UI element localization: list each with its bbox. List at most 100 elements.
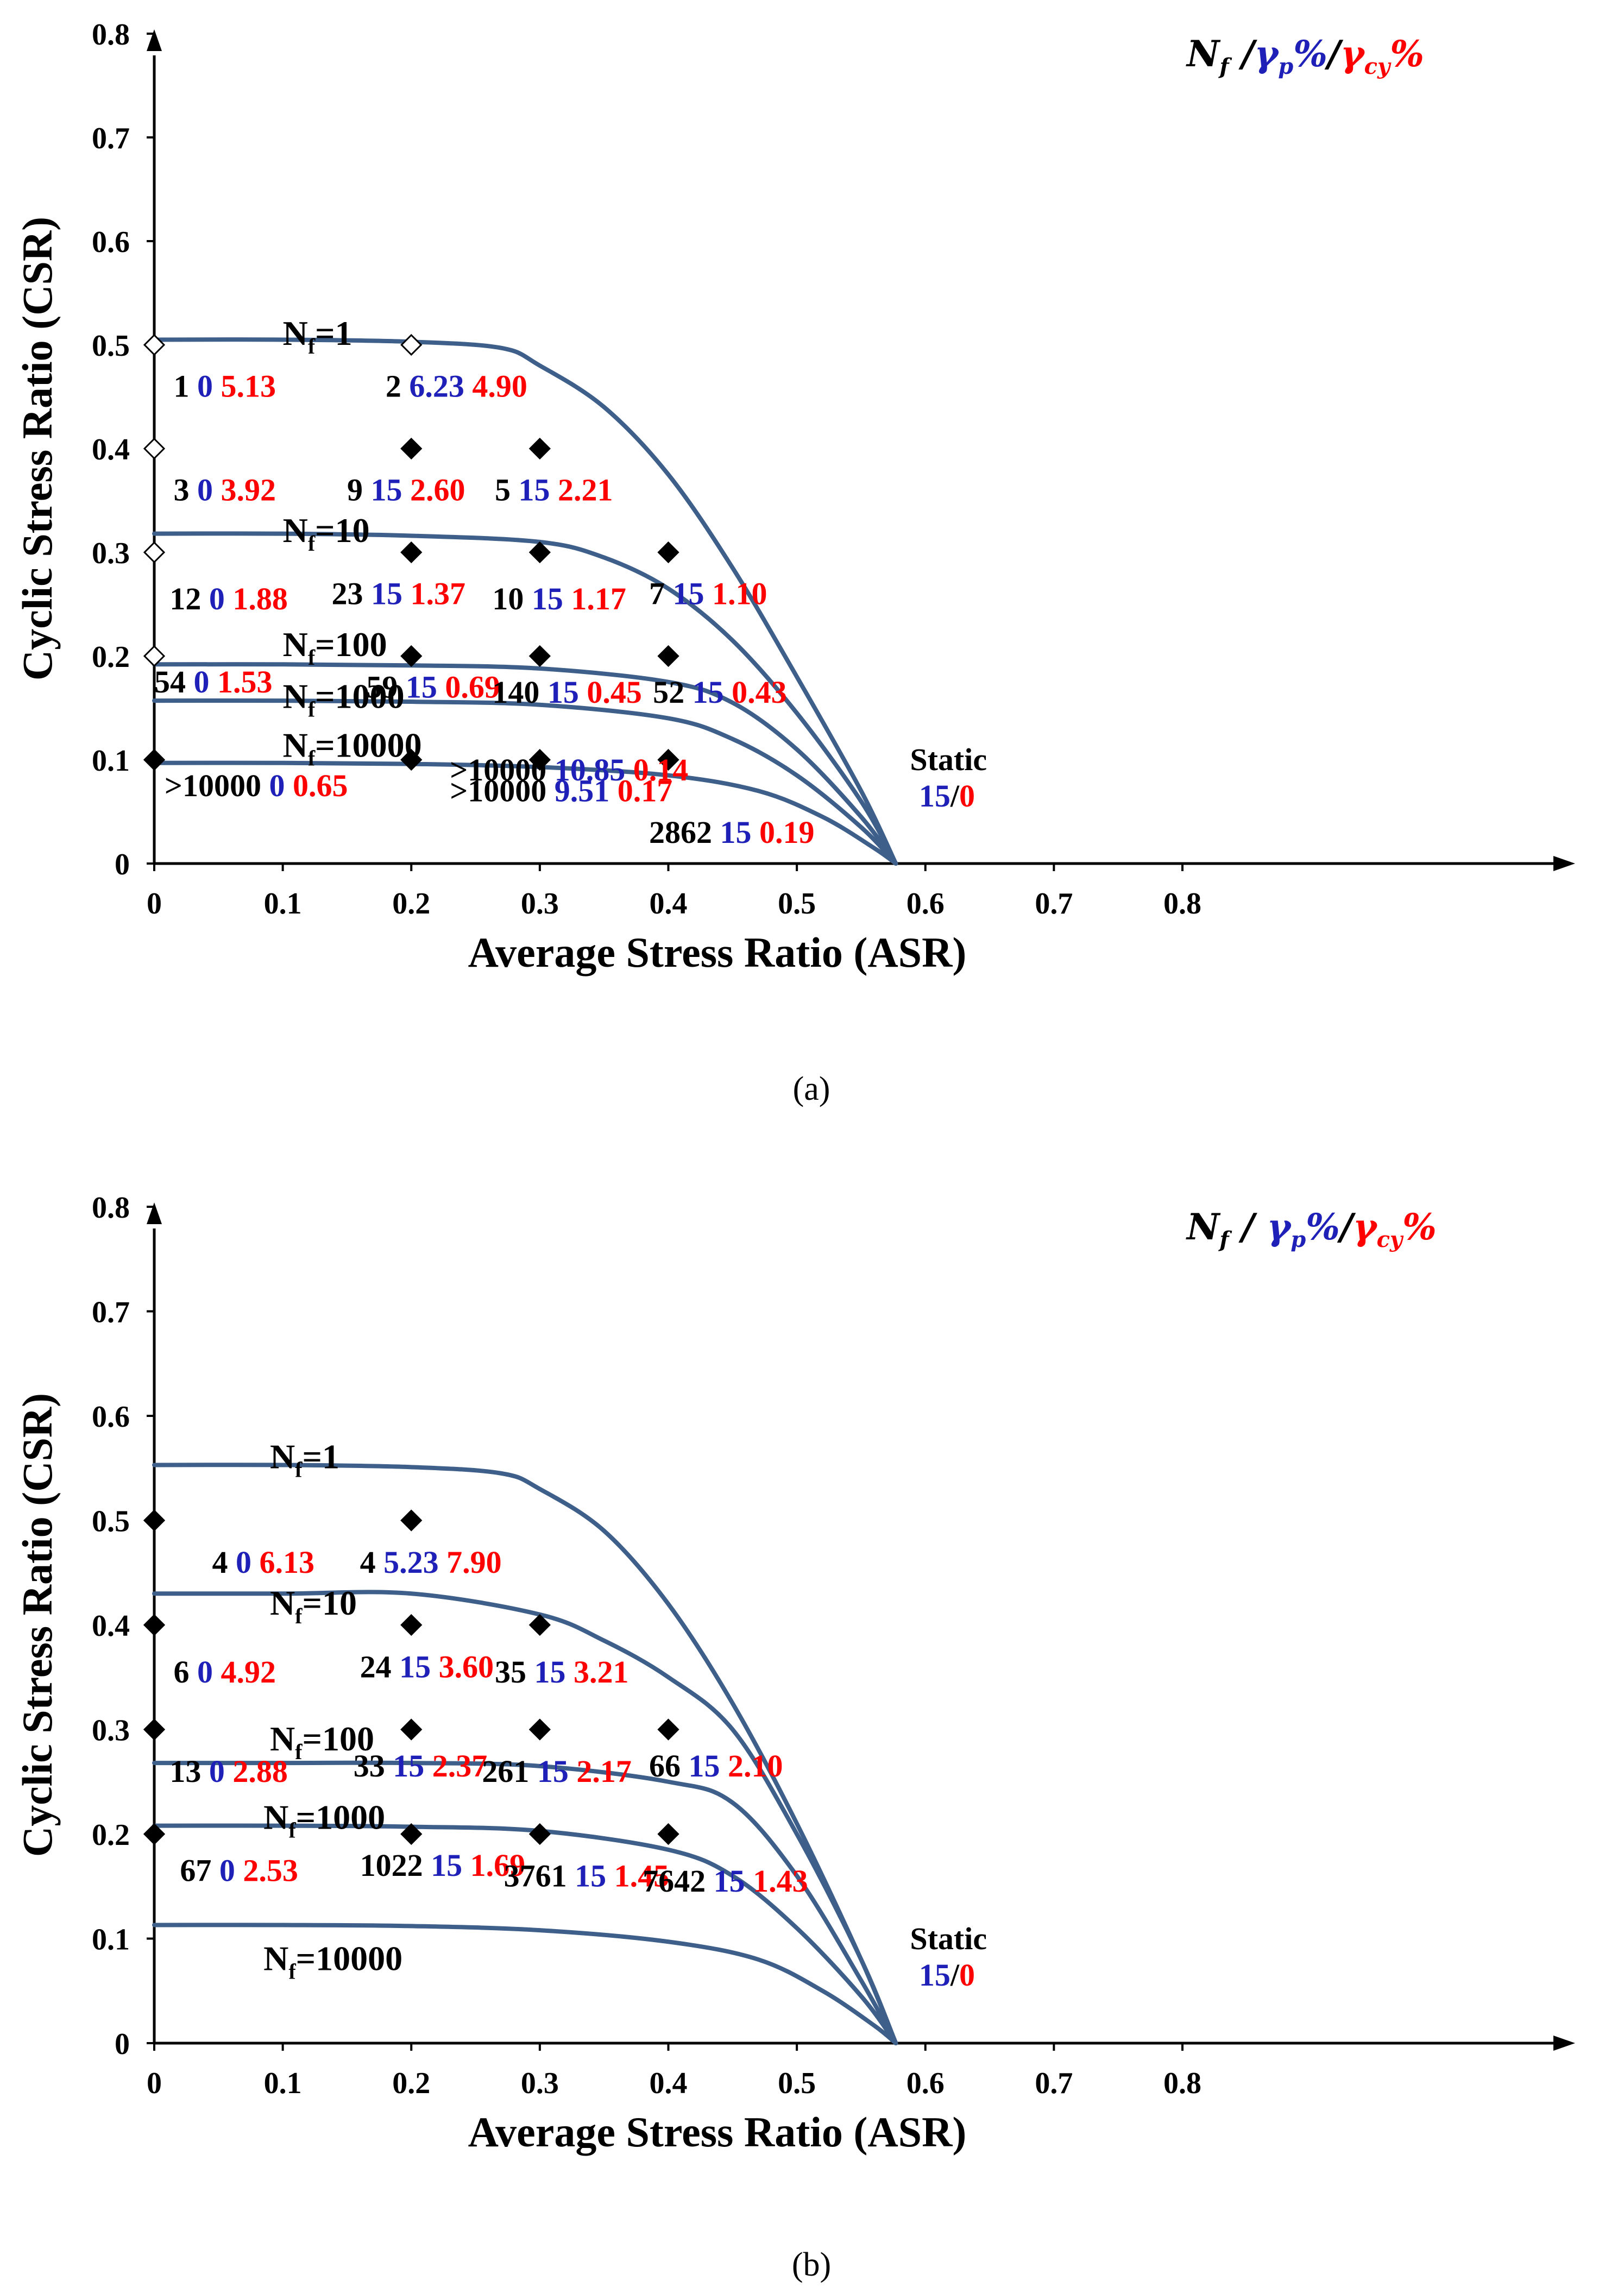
annotation-space bbox=[228, 1545, 236, 1580]
legend-gc-pct: % bbox=[1402, 1206, 1437, 1248]
annotation-nf: 54 bbox=[154, 664, 186, 700]
data-point-marker bbox=[528, 645, 551, 667]
curve-label: Nf=100 bbox=[270, 1719, 374, 1764]
annotation-nf: >10000 bbox=[165, 768, 261, 803]
annotation-gp: 0 bbox=[209, 581, 225, 616]
curve-label-sub: f bbox=[295, 1604, 303, 1628]
annotation-gp: 0 bbox=[269, 768, 285, 803]
data-point-marker bbox=[528, 1614, 551, 1636]
curve-label-n: N bbox=[283, 677, 308, 716]
y-tick-label: 0.6 bbox=[92, 225, 130, 259]
annotation-space bbox=[524, 581, 532, 616]
annotation-space bbox=[251, 1545, 260, 1580]
annotation-gp: 15 bbox=[534, 1654, 566, 1690]
annotation-nf: 1 bbox=[173, 369, 189, 404]
annotation-gc: 1.17 bbox=[571, 581, 626, 616]
annotation-gp: 0 bbox=[194, 664, 210, 700]
annotation-space bbox=[385, 1748, 393, 1784]
annotation-nf: 3761 bbox=[504, 1858, 567, 1893]
curve-label-eq: =100 bbox=[303, 1719, 374, 1758]
curve-label-sub: f bbox=[308, 531, 316, 556]
static-gp: 15 bbox=[919, 1957, 951, 1993]
annotation-label: 9 15 2.60 bbox=[347, 472, 465, 508]
annotation-space bbox=[211, 1853, 219, 1888]
legend-gp-pct: % bbox=[1293, 33, 1327, 75]
annotation-label: 67 0 2.53 bbox=[180, 1853, 298, 1888]
annotation-label: 261 15 2.17 bbox=[482, 1754, 632, 1789]
y-tick-label: 0.4 bbox=[92, 1609, 130, 1643]
curve-label-n: N bbox=[270, 1437, 295, 1476]
data-point-marker bbox=[400, 748, 423, 771]
static-label: Static bbox=[910, 1921, 987, 1956]
curve-label-n: N bbox=[270, 1719, 295, 1758]
annotation-label: 54 0 1.53 bbox=[154, 664, 273, 700]
annotation-space bbox=[566, 1654, 574, 1690]
curve-label: Nf=10000 bbox=[283, 726, 422, 770]
curve-label-sub: f bbox=[295, 1457, 303, 1482]
annotation-nf: 4 bbox=[212, 1545, 228, 1580]
annotation-nf: 1022 bbox=[360, 1848, 423, 1883]
data-point-marker bbox=[400, 1718, 423, 1741]
annotation-label: 4 0 6.13 bbox=[212, 1545, 314, 1580]
static-gc: 0 bbox=[959, 778, 975, 814]
annotation-gc: 0.69 bbox=[445, 669, 500, 704]
x-tick-label: 0.1 bbox=[264, 2067, 302, 2100]
data-point-marker bbox=[143, 1823, 166, 1845]
annotation-gp: 0 bbox=[219, 1853, 235, 1888]
curve-nf-100 bbox=[152, 662, 898, 866]
y-tick-label: 0.7 bbox=[92, 122, 130, 155]
curve-label-n: N bbox=[283, 625, 308, 664]
annotation-space bbox=[606, 1858, 614, 1893]
data-point-marker bbox=[143, 748, 166, 771]
legend-sep: / bbox=[1229, 1206, 1267, 1248]
annotation-space bbox=[225, 581, 233, 616]
curve-label-sub: f bbox=[295, 1740, 303, 1764]
y-tick-label: 0.7 bbox=[92, 1296, 130, 1330]
annotation-gc: 1.10 bbox=[712, 576, 767, 612]
annotation-label: 1 0 5.13 bbox=[173, 369, 276, 404]
annotation-label: 66 15 2.10 bbox=[649, 1748, 783, 1784]
annotation-gc: 2.37 bbox=[432, 1748, 488, 1784]
annotation-space bbox=[539, 675, 547, 710]
annotation-gc: 1.88 bbox=[232, 581, 288, 616]
annotation-space bbox=[526, 1654, 534, 1690]
y-tick-label: 0.3 bbox=[92, 1714, 130, 1748]
y-axis-arrow-icon bbox=[147, 29, 162, 51]
annotation-space bbox=[363, 472, 371, 508]
annotation-space bbox=[745, 1863, 753, 1899]
annotation-gp: 15 bbox=[393, 1748, 424, 1784]
annotation-nf: 12 bbox=[169, 581, 201, 616]
x-tick-label: 0.5 bbox=[778, 2067, 816, 2100]
annotation-label: 140 15 0.45 bbox=[492, 675, 642, 710]
annotation-gc: 3.92 bbox=[221, 472, 276, 508]
annotation-gc: 2.10 bbox=[728, 1748, 783, 1784]
annotation-nf: 2 bbox=[386, 369, 401, 404]
x-tick-label: 0.2 bbox=[392, 2067, 430, 2100]
annotation-gp: 15 bbox=[519, 472, 550, 508]
annotation-space bbox=[550, 472, 558, 508]
curve-label-sub: f bbox=[308, 746, 316, 770]
y-tick-label: 0.1 bbox=[92, 1923, 130, 1957]
panel-caption: (a) bbox=[793, 1070, 830, 1107]
data-point-marker bbox=[400, 541, 423, 564]
annotation-label: >10000 10.85 0.14 bbox=[450, 752, 688, 787]
annotation-gp: 0 bbox=[197, 1654, 213, 1690]
annotation-label: 6 0 4.92 bbox=[173, 1654, 276, 1690]
curve-nf-1 bbox=[152, 1463, 898, 2045]
curve-label-sub: f bbox=[308, 645, 316, 670]
y-tick-label: 0 bbox=[115, 2027, 130, 2061]
curve-label-sub: f bbox=[288, 1959, 296, 1983]
annotation-space bbox=[201, 581, 209, 616]
annotation-space bbox=[392, 1649, 400, 1684]
x-axis-arrow-icon bbox=[1553, 2036, 1575, 2051]
x-tick-label: 0.3 bbox=[521, 2067, 559, 2100]
annotation-label: 3761 15 1.45 bbox=[504, 1858, 670, 1893]
annotation-space bbox=[546, 752, 555, 787]
static-sep: / bbox=[950, 1957, 960, 1993]
annotation-nf: 5 bbox=[495, 472, 511, 508]
curve-nf-1000 bbox=[152, 1823, 898, 2045]
annotation-space bbox=[431, 1649, 439, 1684]
legend-sep: / bbox=[1229, 33, 1258, 75]
curve-nf-1 bbox=[152, 337, 898, 866]
